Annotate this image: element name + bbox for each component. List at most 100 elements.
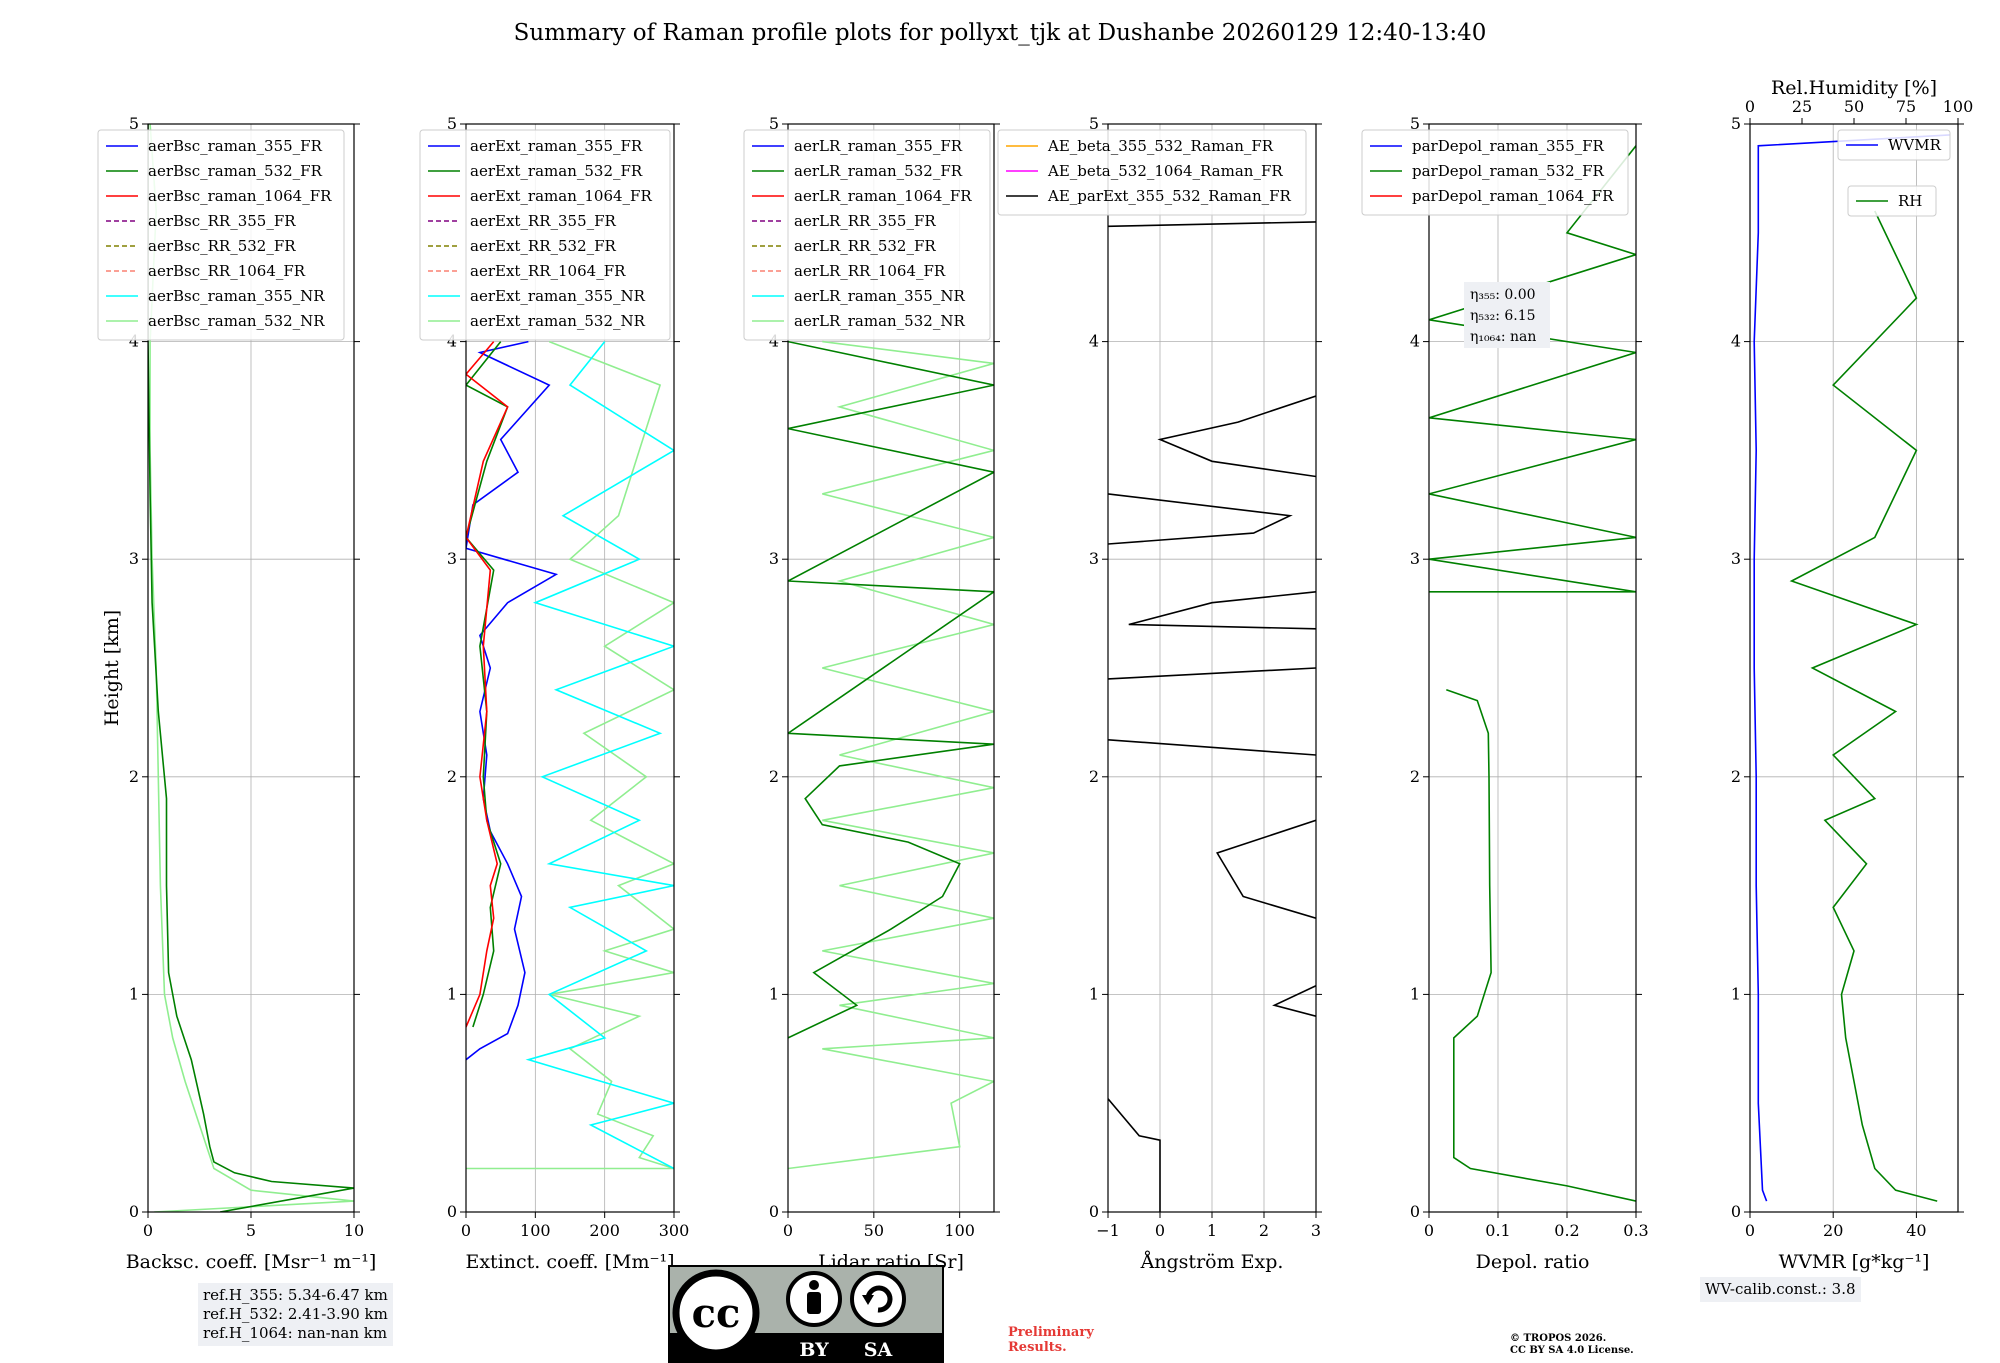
- top-x-tick-label: 100: [1943, 97, 1974, 116]
- plot-frame: [787, 123, 995, 1213]
- x-axis-label: Ångström Exp.: [1140, 1251, 1284, 1273]
- series-line-aerExt_raman_355_FR: [466, 340, 559, 1061]
- legend-label: aerLR_raman_532_FR: [794, 162, 963, 180]
- legend-label: aerBsc_RR_1064_FR: [148, 262, 306, 280]
- y-tick-label: 5: [1089, 114, 1099, 133]
- x-tick-label: 0.2: [1554, 1221, 1579, 1240]
- series-group: [1108, 221, 1316, 1212]
- legend-label: parDepol_raman_1064_FR: [1412, 187, 1614, 205]
- legend-box: [1361, 129, 1629, 216]
- x-tick-label: −1: [1096, 1221, 1120, 1240]
- eta-value: η₃₅₅: 0.00: [1470, 287, 1536, 303]
- y-tick-label: 5: [1410, 114, 1420, 133]
- y-tick-label: 3: [447, 549, 457, 568]
- legend-label: aerLR_raman_1064_FR: [794, 187, 972, 205]
- legend-label: aerBsc_RR_355_FR: [148, 212, 296, 230]
- y-tick-label: 1: [1731, 984, 1741, 1003]
- legend-label: aerLR_raman_532_NR: [794, 312, 965, 330]
- legend-label: aerExt_raman_355_NR: [470, 287, 646, 305]
- legend-label: aerBsc_raman_532_FR: [148, 162, 323, 180]
- series-line-aerExt_raman_1064_FR: [466, 341, 509, 1028]
- series-line-aerLR_raman_532_FR: [788, 340, 994, 1039]
- series-line-RH: [1789, 210, 1938, 1202]
- legend-label: aerExt_raman_355_FR: [470, 137, 643, 155]
- y-tick-label: 3: [1089, 549, 1099, 568]
- legend-box: [1847, 185, 1937, 217]
- cc-by-sa-license-badge: cc BY SA: [668, 1265, 944, 1363]
- x-tick-label: 40: [1906, 1221, 1926, 1240]
- series-group: [148, 124, 354, 1212]
- x-tick-label: 0: [143, 1221, 153, 1240]
- series-line-AE_parExt_355_532_Raman_FR_b: [1272, 984, 1316, 1017]
- copyright-note: © TROPOS 2026. CC BY SA 4.0 License.: [1510, 1333, 1634, 1357]
- share-alike-icon: [850, 1271, 906, 1327]
- legend-label: aerExt_raman_532_NR: [470, 312, 646, 330]
- x-tick-label: 10: [344, 1221, 364, 1240]
- y-tick-label: 2: [129, 767, 139, 786]
- legend-label: aerBsc_raman_1064_FR: [148, 187, 332, 205]
- plot-frame: [147, 123, 355, 1213]
- y-tick-label: 3: [1410, 549, 1420, 568]
- series-line-aerBsc_raman_532_NR: [149, 124, 354, 1212]
- eta-box: [1464, 282, 1550, 348]
- series-line-aerExt_raman_532_NR: [466, 340, 674, 1170]
- legend-label: WVMR: [1888, 136, 1942, 154]
- reference-heights-box: ref.H_355: 5.34-6.47 km ref.H_532: 2.41-…: [198, 1283, 393, 1346]
- ref-h-1064: ref.H_1064: nan-nan km: [203, 1324, 388, 1342]
- y-tick-label: 0: [1089, 1202, 1099, 1221]
- series-group: [788, 340, 994, 1170]
- series-line-AE_parExt_355_532_Raman_FR_i: [1108, 221, 1316, 228]
- legend-box: [997, 129, 1307, 216]
- x-axis-label: Extinct. coeff. [Mm⁻¹]: [465, 1251, 674, 1273]
- y-tick-label: 4: [1410, 332, 1420, 351]
- legend-label: aerExt_RR_532_FR: [470, 237, 617, 255]
- y-tick-label: 3: [769, 549, 779, 568]
- x-tick-label: 100: [520, 1221, 551, 1240]
- series-line-WVMR: [1753, 134, 1950, 1202]
- y-tick-label: 4: [1731, 332, 1741, 351]
- y-tick-label: 1: [447, 984, 457, 1003]
- series-group: [1753, 134, 1950, 1202]
- series-line-aerExt_raman_355_NR: [525, 341, 674, 1170]
- top-x-tick-label: 25: [1792, 97, 1812, 116]
- cc-logo-icon: [672, 1269, 760, 1357]
- y-tick-label: 1: [1089, 984, 1099, 1003]
- x-tick-label: 200: [589, 1221, 620, 1240]
- y-tick-label: 4: [447, 332, 457, 351]
- series-line-AE_parExt_355_532_Raman_FR_h: [1157, 395, 1316, 478]
- series-line-aerLR_raman_532_NR: [788, 340, 994, 1170]
- top-x-axis-label: Rel.Humidity [%]: [1771, 77, 1937, 99]
- y-tick-label: 2: [1089, 767, 1099, 786]
- x-tick-label: 0: [461, 1221, 471, 1240]
- plot-frame: [465, 123, 675, 1213]
- x-tick-label: 50: [864, 1221, 884, 1240]
- legend-box: [743, 129, 991, 341]
- x-tick-label: 0.3: [1623, 1221, 1648, 1240]
- legend-label: aerBsc_RR_532_FR: [148, 237, 296, 255]
- y-tick-label: 4: [1089, 332, 1099, 351]
- legend-label: aerBsc_raman_355_NR: [148, 287, 325, 305]
- x-tick-label: 1: [1207, 1221, 1217, 1240]
- series-line-AE_parExt_355_532_Raman_FR_d: [1108, 739, 1316, 756]
- top-x-tick-label: 75: [1896, 97, 1916, 116]
- copyright-line-2: CC BY SA 4.0 License.: [1510, 1345, 1634, 1356]
- y-axis-label: Height [km]: [101, 610, 123, 726]
- legend-label: aerLR_raman_355_NR: [794, 287, 965, 305]
- copyright-line-1: © TROPOS 2026.: [1510, 1333, 1607, 1344]
- legend-label: aerExt_raman_532_FR: [470, 162, 643, 180]
- series-line-parDepol_raman_532_FR: [1446, 689, 1636, 1202]
- y-tick-label: 4: [769, 332, 779, 351]
- x-tick-label: 20: [1823, 1221, 1843, 1240]
- cc-sa-label: SA: [864, 1339, 893, 1361]
- x-tick-label: 0: [1745, 1221, 1755, 1240]
- cc-logo-letters: cc: [692, 1290, 741, 1337]
- y-tick-label: 4: [129, 332, 139, 351]
- legend-label: parDepol_raman_355_FR: [1412, 137, 1605, 155]
- ref-h-532: ref.H_532: 2.41-3.90 km: [203, 1305, 388, 1323]
- y-tick-label: 5: [769, 114, 779, 133]
- series-line-AE_parExt_355_532_Raman_FR_e: [1108, 667, 1316, 680]
- series-line-AE_parExt_355_532_Raman_FR: [1108, 1098, 1161, 1212]
- y-tick-label: 1: [769, 984, 779, 1003]
